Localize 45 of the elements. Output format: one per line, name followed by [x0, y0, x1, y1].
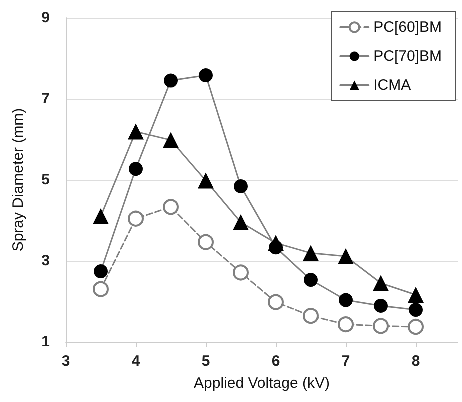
point	[233, 214, 249, 231]
y-tick-label: 9	[42, 10, 50, 26]
y-axis-title: Spray Diameter (mm)	[10, 108, 27, 252]
point	[373, 275, 389, 292]
point	[94, 264, 108, 279]
point	[164, 74, 178, 88]
legend-label: PC[60]BM	[374, 19, 442, 36]
legend-label: PC[70]BM	[374, 48, 442, 65]
point	[128, 124, 144, 140]
point	[373, 318, 389, 334]
y-tick-label: 1	[42, 334, 50, 350]
point	[234, 179, 248, 194]
y-tick-label: 7	[42, 90, 50, 108]
point	[304, 273, 318, 288]
point	[408, 319, 424, 336]
point	[303, 308, 319, 324]
y-tick-label: 3	[42, 252, 50, 270]
x-tick-label: 6	[272, 353, 280, 370]
point	[338, 316, 354, 333]
x-tick-label: 3	[62, 353, 70, 370]
point	[269, 240, 283, 255]
point	[409, 303, 423, 317]
point	[339, 293, 353, 308]
x-tick-label: 8	[412, 353, 420, 370]
point	[93, 208, 109, 224]
x-tick-label: 7	[342, 353, 350, 370]
point	[233, 264, 249, 281]
point	[408, 287, 424, 304]
y-tick-label: 5	[42, 172, 50, 188]
point	[128, 210, 144, 227]
point	[338, 248, 354, 265]
x-tick-label: 4	[132, 353, 141, 370]
legend-label: ICMA	[374, 77, 412, 94]
x-axis-title: Applied Voltage (kV)	[194, 375, 330, 392]
point	[198, 172, 214, 189]
point	[93, 281, 109, 298]
point	[163, 199, 179, 216]
point	[303, 245, 319, 262]
point	[374, 298, 388, 313]
point	[268, 294, 284, 310]
point	[163, 132, 179, 148]
x-tick-label: 5	[202, 353, 210, 370]
point	[199, 68, 213, 83]
point	[198, 234, 214, 250]
point	[129, 162, 143, 176]
